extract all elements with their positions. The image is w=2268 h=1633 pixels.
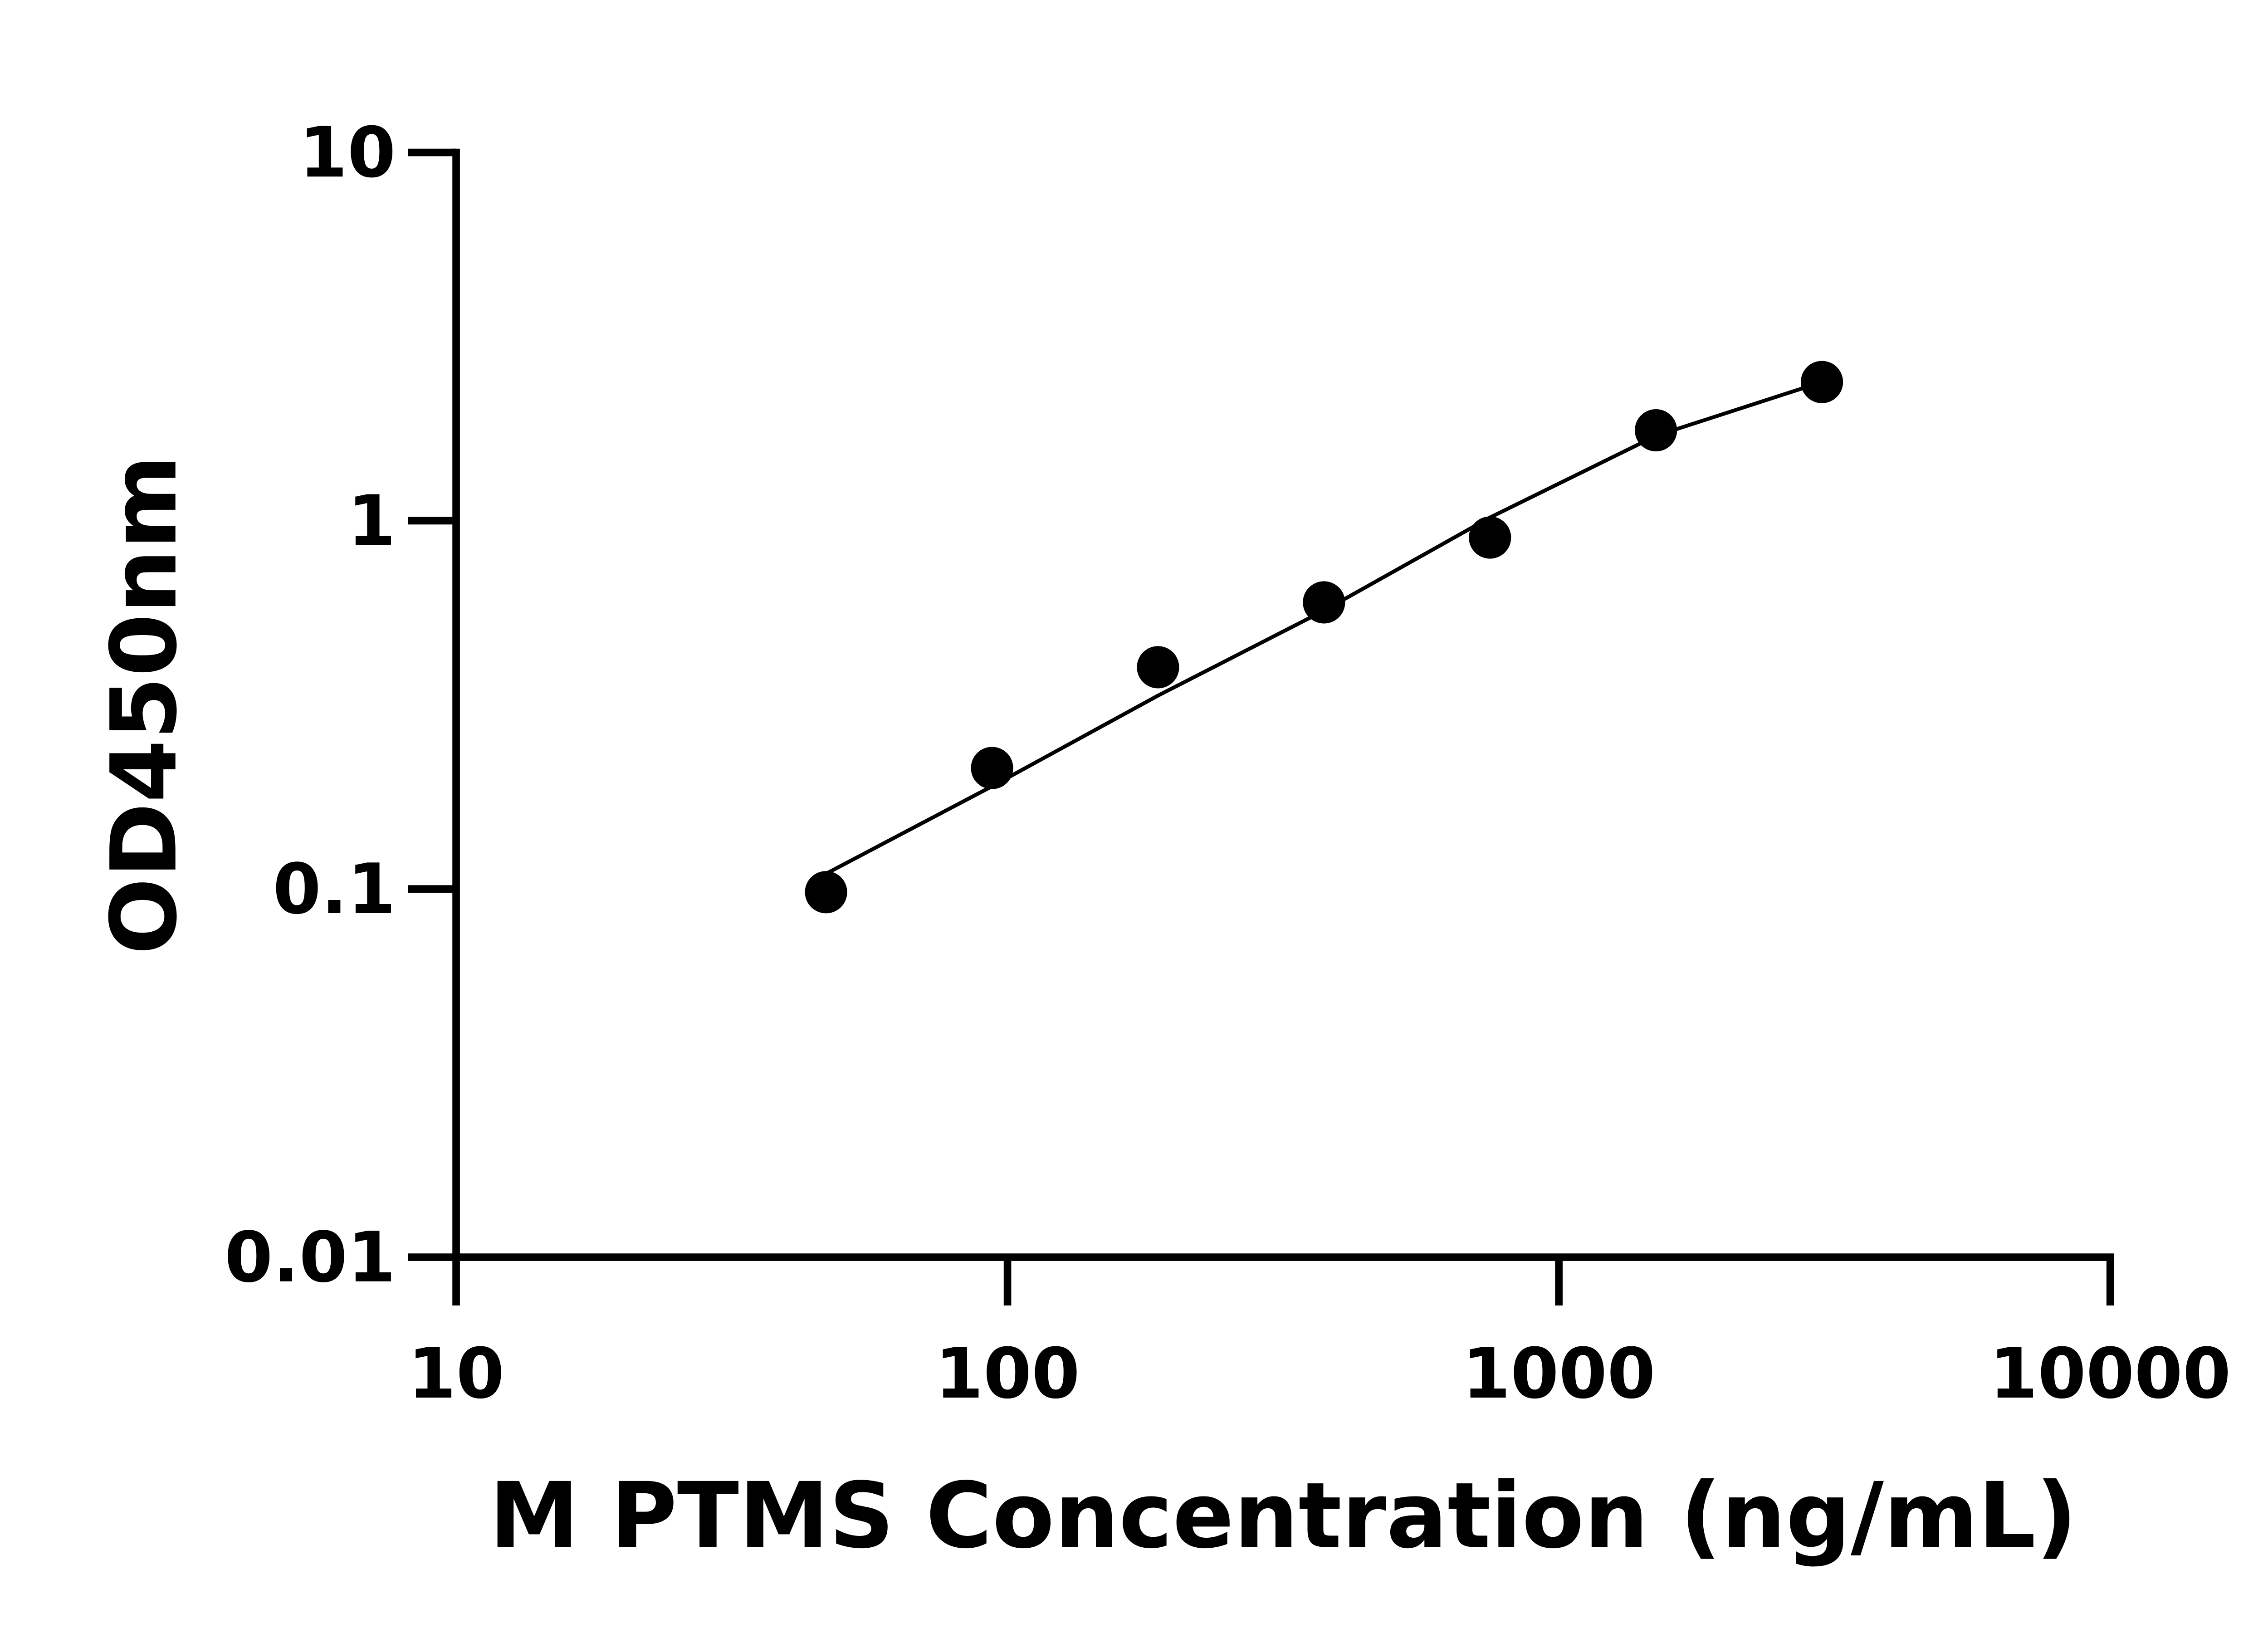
y-tick-label: 0.1	[273, 849, 396, 930]
x-tick-label: 10	[408, 1334, 504, 1414]
data-point	[971, 747, 1013, 789]
y-axis-title: OD450nm	[92, 455, 197, 955]
x-axis-title: M PTMS Concentration (ng/mL)	[489, 1463, 2077, 1569]
data-point	[1303, 581, 1345, 624]
data-point	[805, 871, 847, 914]
data-point	[1635, 409, 1677, 452]
x-tick-label: 1000	[1462, 1334, 1656, 1414]
x-tick-label: 10000	[1989, 1334, 2231, 1414]
y-tick-label: 1	[347, 481, 396, 562]
y-tick-label: 0.01	[225, 1217, 396, 1298]
data-point	[1137, 646, 1179, 689]
data-point	[1800, 361, 1843, 403]
data-point	[1469, 516, 1511, 559]
y-tick-label: 10	[299, 112, 396, 193]
x-tick-label: 100	[935, 1334, 1080, 1414]
fit-curve	[825, 380, 1823, 875]
